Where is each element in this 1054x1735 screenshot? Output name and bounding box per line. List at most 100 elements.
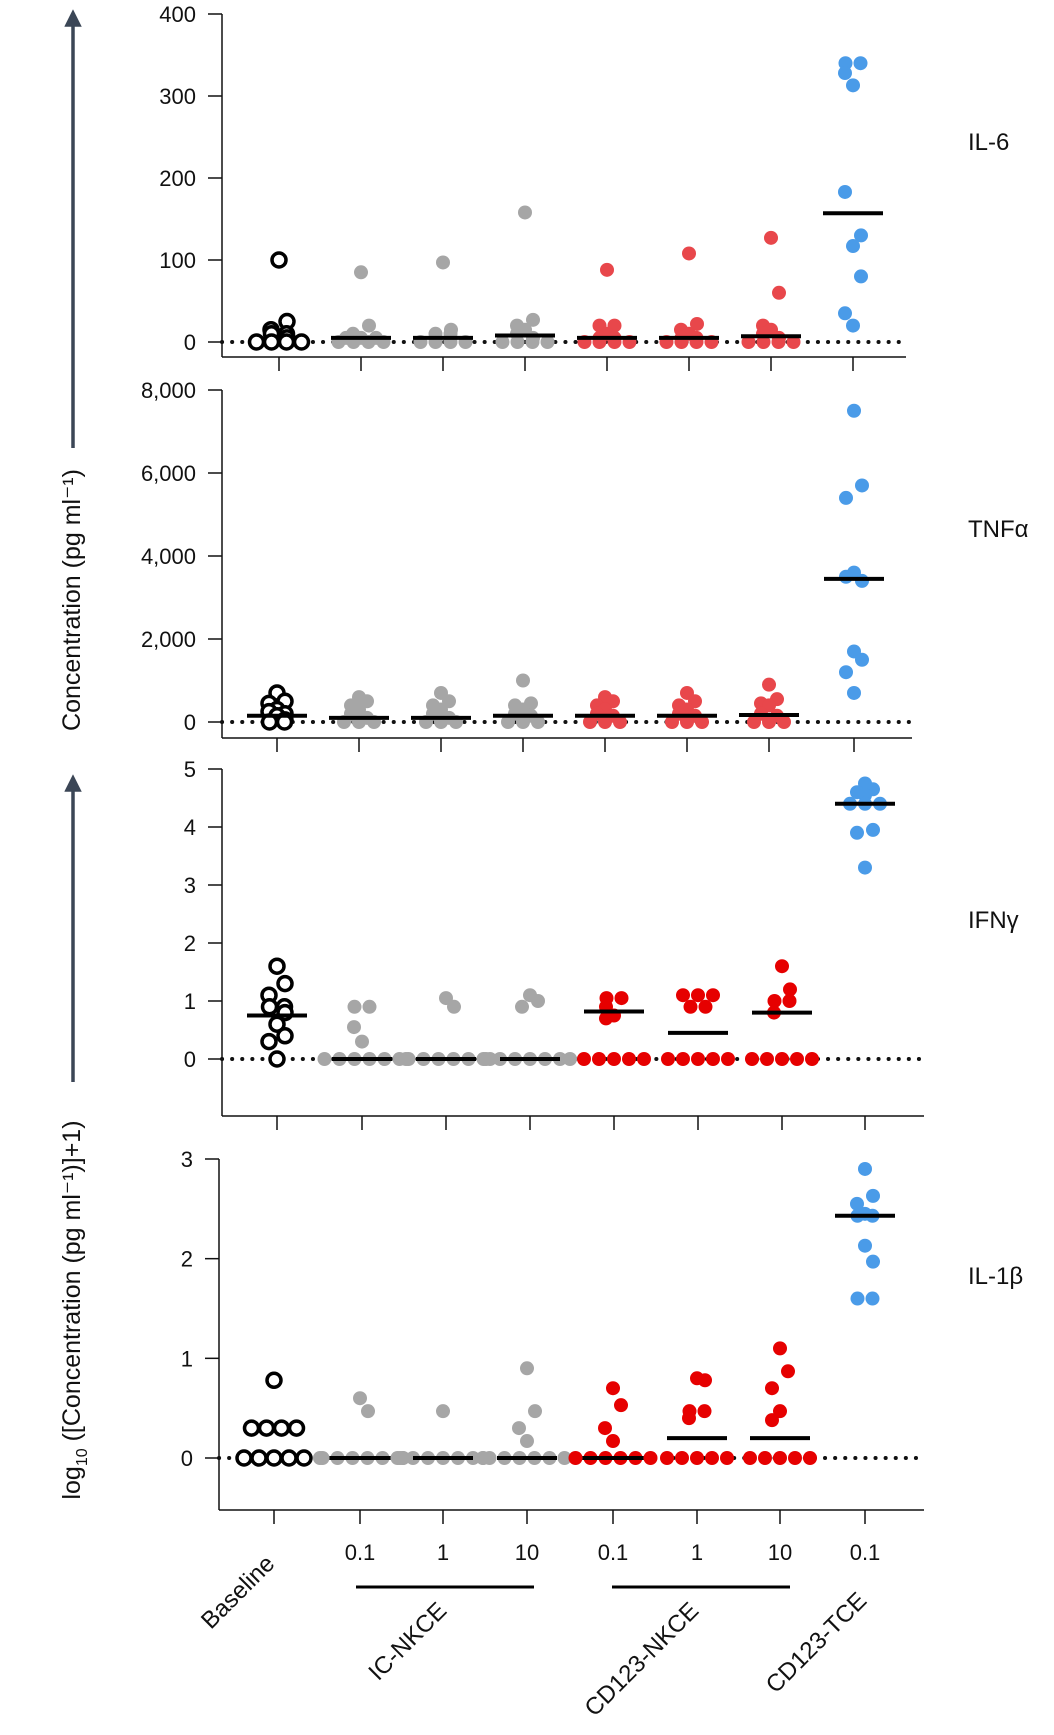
- data-point: [583, 715, 597, 729]
- data-point: [706, 1052, 720, 1066]
- data-point: [777, 715, 791, 729]
- y-tick-label: 100: [159, 248, 196, 273]
- data-point: [660, 1451, 674, 1465]
- data-point: [772, 285, 786, 300]
- panel-il-1-: 0 1 2 3 IL-1β: [181, 1147, 1023, 1524]
- data-point: [528, 1404, 542, 1419]
- data-point: [355, 1034, 369, 1049]
- data-point: [295, 1449, 313, 1467]
- data-point: [436, 255, 450, 270]
- data-point: [803, 1451, 817, 1465]
- data-point: [790, 1052, 804, 1066]
- y-tick-label: 300: [159, 84, 196, 109]
- group-label: IC-NKCE: [363, 1597, 452, 1686]
- data-point: [773, 1341, 787, 1356]
- x-axis: 0.1 1 10 0.1 1 10 0.1 Baseline IC-NKCE CD123-NKCE…: [196, 1540, 880, 1722]
- panel-label: IL-1β: [968, 1263, 1023, 1290]
- data-point: [257, 1419, 276, 1437]
- data-point: [643, 1451, 658, 1465]
- data-point: [347, 999, 362, 1014]
- data-point: [598, 1421, 612, 1436]
- log-title-prefix: log: [58, 1466, 86, 1499]
- data-point: [855, 573, 869, 588]
- data-point: [675, 1451, 689, 1465]
- data-point: [706, 988, 720, 1003]
- data-point: [361, 1404, 375, 1419]
- data-point: [606, 1434, 620, 1449]
- y-tick-label: 2: [181, 1247, 193, 1272]
- log-title-subscript: 10: [74, 1448, 91, 1466]
- y-tick-label: 4,000: [141, 544, 196, 569]
- y-tick-label: 400: [159, 2, 196, 27]
- data-point: [354, 265, 368, 280]
- data-point: [858, 1238, 872, 1253]
- data-point: [765, 1413, 779, 1428]
- data-point: [353, 1391, 367, 1406]
- data-point: [247, 333, 266, 351]
- data-point: [698, 999, 713, 1014]
- data-point: [720, 1451, 734, 1465]
- data-point: [682, 1411, 696, 1426]
- data-point: [762, 677, 776, 692]
- data-point: [495, 335, 510, 349]
- data-point: [607, 1052, 621, 1066]
- panel-label: TNFα: [968, 516, 1029, 543]
- data-point: [760, 1052, 774, 1066]
- data-point: [401, 1052, 416, 1066]
- data-point: [690, 316, 704, 331]
- data-point: [531, 994, 545, 1008]
- data-point: [525, 335, 540, 349]
- data-point: [721, 1052, 735, 1066]
- data-point: [850, 1196, 864, 1211]
- data-point: [614, 991, 629, 1006]
- data-point: [260, 998, 279, 1016]
- data-point: [775, 959, 789, 974]
- data-point: [557, 1451, 572, 1465]
- data-point: [531, 715, 545, 729]
- linear-y-axis-title: Concentration (pg ml⁻¹): [58, 469, 86, 731]
- log-y-axis-title: log10 ([Concentration (pg ml⁻¹)]+1): [58, 1120, 91, 1499]
- data-point: [788, 1451, 802, 1465]
- data-point: [577, 1052, 591, 1066]
- y-tick-label: 3: [184, 873, 196, 898]
- y-tick-label: 1: [181, 1346, 193, 1371]
- data-point: [265, 1371, 283, 1390]
- data-point: [847, 403, 861, 418]
- data-point: [661, 1052, 675, 1066]
- data-point: [606, 1381, 620, 1396]
- data-point: [781, 1364, 795, 1379]
- x-tick-label: 0.1: [345, 1540, 376, 1565]
- data-point: [775, 1052, 789, 1066]
- data-point: [850, 825, 864, 840]
- data-point: [690, 1451, 704, 1465]
- data-point: [839, 490, 853, 505]
- data-point: [276, 974, 294, 993]
- data-point: [614, 1398, 628, 1413]
- x-tick-label: 10: [515, 1540, 539, 1565]
- panel-tnf-: 0 2,000 4,000 6,000 8,000 TNFα: [141, 378, 1029, 752]
- data-point: [362, 999, 377, 1014]
- data-point: [347, 1020, 361, 1035]
- data-point: [250, 1449, 268, 1467]
- data-point: [637, 1052, 651, 1066]
- data-point: [773, 1404, 787, 1419]
- data-point: [516, 715, 530, 729]
- data-point: [235, 1449, 253, 1467]
- data-point: [622, 1052, 636, 1066]
- data-point: [515, 999, 529, 1014]
- data-point: [242, 1419, 261, 1437]
- data-point: [447, 999, 461, 1014]
- data-point: [854, 228, 868, 243]
- x-tick-label: 0.1: [850, 1540, 881, 1565]
- data-point: [705, 1451, 719, 1465]
- data-point: [838, 56, 853, 71]
- data-point: [838, 184, 852, 199]
- x-tick-label: 10: [768, 1540, 792, 1565]
- data-point: [268, 1050, 286, 1068]
- data-point: [676, 1052, 690, 1066]
- data-point: [516, 673, 530, 688]
- data-point: [853, 56, 868, 71]
- data-point: [745, 1052, 759, 1066]
- data-point: [262, 333, 281, 351]
- data-point: [855, 652, 869, 667]
